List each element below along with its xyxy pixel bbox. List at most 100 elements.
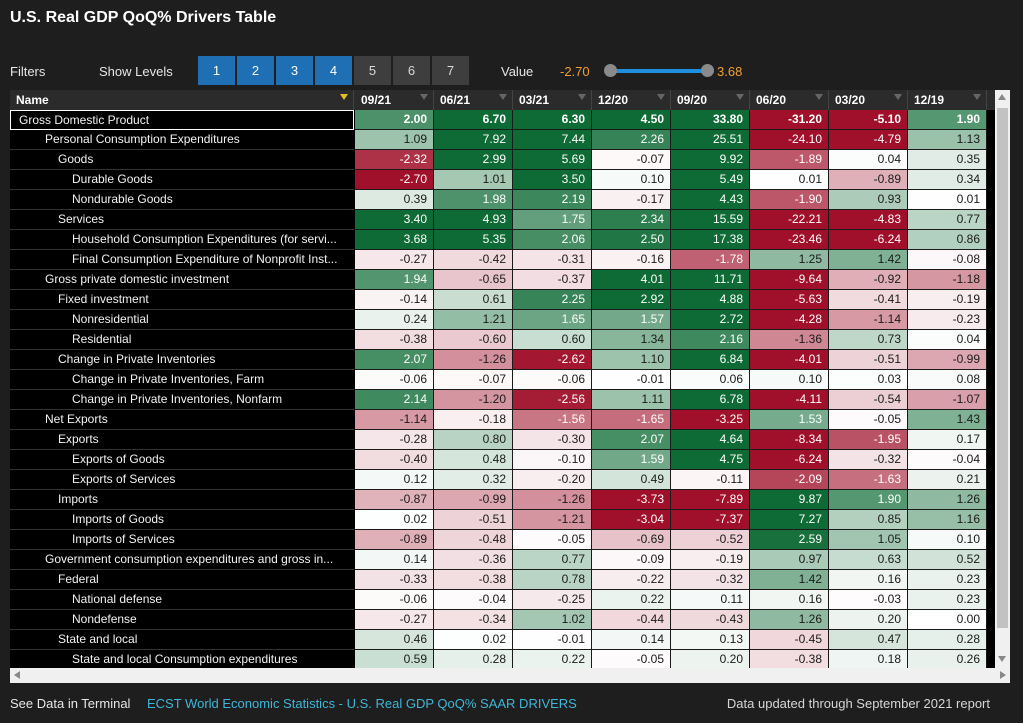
- value-cell[interactable]: -5.10: [829, 110, 908, 130]
- value-cell[interactable]: -2.56: [513, 390, 592, 410]
- level-button-1[interactable]: 1: [198, 56, 235, 85]
- value-cell[interactable]: 0.18: [829, 650, 908, 668]
- value-cell[interactable]: -0.44: [592, 610, 671, 630]
- row-name[interactable]: Nonresidential: [10, 310, 354, 330]
- filter-funnel-icon[interactable]: [578, 94, 586, 100]
- value-cell[interactable]: -1.78: [671, 250, 750, 270]
- value-cell[interactable]: 15.59: [671, 210, 750, 230]
- value-cell[interactable]: 2.06: [513, 230, 592, 250]
- value-cell[interactable]: -0.48: [434, 530, 513, 550]
- column-header-03-20[interactable]: 03/20: [829, 90, 908, 110]
- value-cell[interactable]: 0.23: [908, 570, 987, 590]
- value-cell[interactable]: -0.38: [355, 330, 434, 350]
- value-cell[interactable]: 0.03: [829, 370, 908, 390]
- value-cell[interactable]: -0.89: [829, 170, 908, 190]
- value-cell[interactable]: 4.64: [671, 430, 750, 450]
- value-cell[interactable]: -1.26: [513, 490, 592, 510]
- value-cell[interactable]: -1.07: [908, 390, 987, 410]
- value-cell[interactable]: 1.26: [908, 490, 987, 510]
- value-cell[interactable]: -1.90: [750, 190, 829, 210]
- row-name[interactable]: Fixed investment: [10, 290, 354, 310]
- value-cell[interactable]: -0.54: [829, 390, 908, 410]
- value-cell[interactable]: -4.79: [829, 130, 908, 150]
- table-row[interactable]: Exports of Services 0.12 0.32 -0.20 0.49 -0.1…: [10, 470, 995, 490]
- value-cell[interactable]: -1.21: [513, 510, 592, 530]
- value-cell[interactable]: 0.12: [355, 470, 434, 490]
- value-cell[interactable]: -0.20: [513, 470, 592, 490]
- value-cell[interactable]: -0.28: [355, 430, 434, 450]
- value-cell[interactable]: 2.07: [592, 430, 671, 450]
- value-cell[interactable]: -0.01: [513, 630, 592, 650]
- value-cell[interactable]: 6.78: [671, 390, 750, 410]
- value-cell[interactable]: 0.22: [513, 650, 592, 668]
- value-cell[interactable]: -0.87: [355, 490, 434, 510]
- filter-funnel-icon[interactable]: [894, 94, 902, 100]
- value-cell[interactable]: 1.65: [513, 310, 592, 330]
- value-cell[interactable]: 0.20: [829, 610, 908, 630]
- filter-funnel-icon[interactable]: [340, 94, 348, 100]
- value-cell[interactable]: 5.35: [434, 230, 513, 250]
- row-name[interactable]: Exports of Services: [10, 470, 354, 490]
- table-row[interactable]: Final Consumption Expenditure of Nonprof…: [10, 250, 995, 270]
- value-cell[interactable]: 0.10: [908, 530, 987, 550]
- value-cell[interactable]: 0.61: [434, 290, 513, 310]
- filter-funnel-icon[interactable]: [815, 94, 823, 100]
- value-cell[interactable]: 1.26: [750, 610, 829, 630]
- value-cell[interactable]: 0.21: [908, 470, 987, 490]
- value-cell[interactable]: 2.00: [355, 110, 434, 130]
- value-cell[interactable]: 4.43: [671, 190, 750, 210]
- filter-funnel-icon[interactable]: [420, 94, 428, 100]
- value-cell[interactable]: -4.11: [750, 390, 829, 410]
- value-cell[interactable]: -0.05: [829, 410, 908, 430]
- value-cell[interactable]: 5.49: [671, 170, 750, 190]
- value-cell[interactable]: 1.42: [829, 250, 908, 270]
- value-cell[interactable]: -0.14: [355, 290, 434, 310]
- value-cell[interactable]: 4.50: [592, 110, 671, 130]
- value-cell[interactable]: 11.71: [671, 270, 750, 290]
- value-cell[interactable]: 0.06: [671, 370, 750, 390]
- value-cell[interactable]: -9.64: [750, 270, 829, 290]
- table-row[interactable]: State and local Consumption expenditures…: [10, 650, 995, 668]
- value-cell[interactable]: -1.14: [829, 310, 908, 330]
- value-cell[interactable]: -0.04: [908, 450, 987, 470]
- value-cell[interactable]: -1.18: [908, 270, 987, 290]
- value-cell[interactable]: 1.59: [592, 450, 671, 470]
- value-cell[interactable]: 0.23: [908, 590, 987, 610]
- value-cell[interactable]: -2.32: [355, 150, 434, 170]
- value-cell[interactable]: 2.34: [592, 210, 671, 230]
- value-cell[interactable]: -7.37: [671, 510, 750, 530]
- table-row[interactable]: Change in Private Inventories 2.07 -1.26 -2…: [10, 350, 995, 370]
- value-cell[interactable]: -0.42: [434, 250, 513, 270]
- value-cell[interactable]: 0.04: [829, 150, 908, 170]
- value-cell[interactable]: 0.49: [592, 470, 671, 490]
- table-row[interactable]: National defense -0.06 -0.04 -0.25 0.22 0.11 0…: [10, 590, 995, 610]
- value-cell[interactable]: 3.40: [355, 210, 434, 230]
- value-cell[interactable]: 1.21: [434, 310, 513, 330]
- value-cell[interactable]: 0.52: [908, 550, 987, 570]
- value-cell[interactable]: -31.20: [750, 110, 829, 130]
- row-name[interactable]: Services: [10, 210, 354, 230]
- value-cell[interactable]: 5.69: [513, 150, 592, 170]
- table-row[interactable]: Residential -0.38 -0.60 0.60 1.34 2.16 -1.36 0.…: [10, 330, 995, 350]
- value-cell[interactable]: 0.47: [829, 630, 908, 650]
- value-cell[interactable]: -4.01: [750, 350, 829, 370]
- value-cell[interactable]: -0.11: [671, 470, 750, 490]
- value-cell[interactable]: 0.80: [434, 430, 513, 450]
- value-cell[interactable]: 33.80: [671, 110, 750, 130]
- horizontal-scrollbar[interactable]: [10, 668, 1010, 683]
- value-cell[interactable]: -0.38: [434, 570, 513, 590]
- value-cell[interactable]: -3.04: [592, 510, 671, 530]
- value-cell[interactable]: 6.30: [513, 110, 592, 130]
- value-cell[interactable]: 0.26: [908, 650, 987, 668]
- value-cell[interactable]: 0.93: [829, 190, 908, 210]
- row-name[interactable]: Change in Private Inventories, Nonfarm: [10, 390, 354, 410]
- value-cell[interactable]: 0.48: [434, 450, 513, 470]
- row-name[interactable]: Exports of Goods: [10, 450, 354, 470]
- value-cell[interactable]: 1.57: [592, 310, 671, 330]
- value-cell[interactable]: 4.88: [671, 290, 750, 310]
- value-cell[interactable]: 0.28: [908, 630, 987, 650]
- value-cell[interactable]: 0.17: [908, 430, 987, 450]
- level-button-6[interactable]: 6: [393, 56, 430, 85]
- value-cell[interactable]: -0.37: [513, 270, 592, 290]
- value-cell[interactable]: -4.28: [750, 310, 829, 330]
